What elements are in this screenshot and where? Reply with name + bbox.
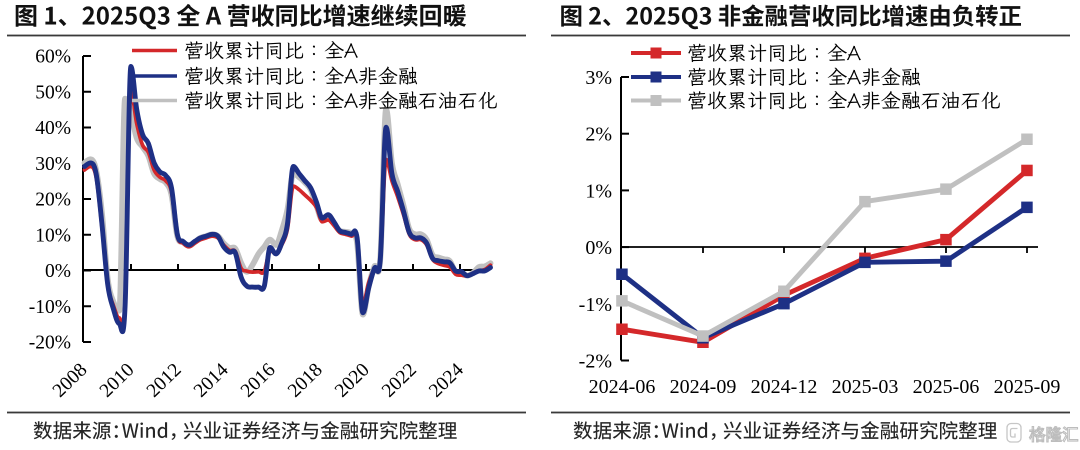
svg-text:0%: 0% xyxy=(45,261,71,282)
svg-text:2024-09: 2024-09 xyxy=(670,376,737,398)
svg-text:2025-09: 2025-09 xyxy=(994,376,1061,398)
svg-text:3%: 3% xyxy=(585,67,612,89)
svg-text:10%: 10% xyxy=(35,225,71,246)
svg-text:-10%: -10% xyxy=(29,297,71,318)
svg-text:50%: 50% xyxy=(35,82,71,103)
svg-text:1%: 1% xyxy=(585,180,612,202)
svg-text:-1%: -1% xyxy=(579,294,612,316)
svg-text:2%: 2% xyxy=(585,124,612,146)
svg-text:-2%: -2% xyxy=(579,351,612,373)
svg-text:2024-06: 2024-06 xyxy=(589,376,656,398)
svg-text:2025-06: 2025-06 xyxy=(913,376,980,398)
svg-text:30%: 30% xyxy=(35,154,71,175)
svg-text:20%: 20% xyxy=(35,190,71,211)
svg-text:-20%: -20% xyxy=(29,333,71,354)
svg-text:2025-03: 2025-03 xyxy=(832,376,899,398)
svg-text:2024-12: 2024-12 xyxy=(751,376,818,398)
svg-text:40%: 40% xyxy=(35,118,71,139)
svg-text:0%: 0% xyxy=(585,237,612,259)
svg-text:60%: 60% xyxy=(35,47,71,68)
